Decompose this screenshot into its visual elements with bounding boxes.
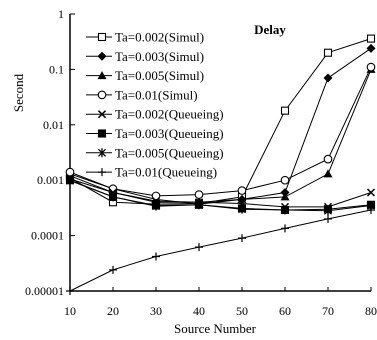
- data-point: [366, 43, 376, 53]
- legend: Ta=0.002(Simul) Ta=0.003(Simul) Ta=0.005(S…: [86, 30, 224, 180]
- legend-marker: [97, 51, 107, 61]
- plot-area: [65, 34, 376, 295]
- data-point: [281, 205, 289, 215]
- y-tick-label: 0.01: [43, 118, 64, 132]
- data-point: [324, 214, 332, 223]
- x-tick-label: 70: [322, 304, 334, 318]
- series-line: [69, 38, 372, 205]
- data-point: [66, 176, 74, 186]
- x-tick-label: 10: [64, 304, 76, 318]
- data-point: [238, 204, 246, 214]
- legend-label: Ta=0.01(Queueing): [115, 165, 217, 180]
- data-point: [281, 224, 289, 233]
- legend-entry: Ta=0.003(Simul): [86, 49, 204, 64]
- legend-entry: Ta=0.01(Queueing): [86, 165, 217, 180]
- data-point: [151, 191, 161, 201]
- chart-axes: [69, 14, 371, 292]
- legend-label: Ta=0.002(Simul): [115, 30, 204, 45]
- legend-marker: [97, 32, 107, 42]
- series-line: [69, 178, 372, 208]
- x-tick-label: 30: [150, 304, 162, 318]
- series-line: [69, 209, 372, 292]
- series-8: [66, 205, 375, 295]
- y-tick-label: 0.0001: [31, 229, 64, 243]
- y-tick-label: 0.1: [49, 62, 64, 76]
- legend-label: Ta=0.005(Queueing): [115, 145, 224, 160]
- data-point: [195, 200, 203, 210]
- series-line: [69, 66, 372, 197]
- data-point: [109, 265, 117, 274]
- legend-entry: Ta=0.005(Simul): [86, 68, 204, 83]
- data-point: [366, 34, 376, 43]
- data-point: [194, 190, 204, 199]
- legend-marker: [98, 148, 106, 158]
- series-4: [65, 62, 376, 201]
- legend-entry: Ta=0.002(Simul): [86, 30, 204, 45]
- legend-entry: Ta=0.002(Queueing): [86, 107, 224, 122]
- x-tick-label: 40: [193, 304, 205, 318]
- legend-marker: [97, 110, 107, 119]
- legend-marker: [98, 168, 106, 177]
- x-tick-label: 50: [236, 304, 248, 318]
- legend-label: Ta=0.003(Queueing): [115, 126, 224, 141]
- legend-marker: [97, 71, 107, 80]
- data-point: [66, 287, 74, 295]
- legend-entry: Ta=0.01(Simul): [86, 87, 198, 102]
- x-axis-label: Source Number: [174, 321, 257, 336]
- data-point: [323, 169, 333, 178]
- legend-entry: Ta=0.003(Queueing): [86, 126, 224, 141]
- y-tick-label: 1: [58, 7, 64, 21]
- data-point: [152, 252, 160, 261]
- data-point: [152, 201, 160, 211]
- legend-entry: Ta=0.005(Queueing): [86, 145, 224, 160]
- legend-label: Ta=0.01(Simul): [115, 87, 198, 102]
- data-point: [237, 186, 247, 195]
- data-point: [195, 243, 203, 252]
- data-point: [324, 206, 332, 216]
- data-point: [367, 205, 375, 214]
- x-tick-label: 20: [107, 304, 119, 318]
- data-point: [366, 188, 376, 197]
- y-tick-label: 0.00001: [25, 284, 64, 298]
- legend-label: Ta=0.005(Simul): [115, 68, 204, 83]
- legend-marker: [97, 129, 107, 138]
- legend-label: Ta=0.002(Queueing): [115, 107, 224, 122]
- legend-marker: [97, 90, 107, 100]
- data-point: [323, 154, 333, 164]
- data-point: [366, 62, 376, 72]
- x-tick-label: 80: [365, 304, 377, 318]
- data-point: [323, 73, 333, 83]
- y-axis-label: Second: [11, 73, 26, 112]
- data-point: [280, 192, 290, 201]
- series-line: [69, 69, 372, 205]
- data-point: [280, 175, 290, 185]
- x-tick-label: 60: [279, 304, 291, 318]
- data-point: [280, 106, 290, 115]
- data-point: [109, 192, 117, 202]
- series-7: [66, 176, 375, 216]
- data-point: [65, 167, 75, 177]
- y-tick-label: 0.001: [37, 173, 64, 187]
- legend-label: Ta=0.003(Simul): [115, 49, 204, 64]
- series-line: [69, 180, 372, 212]
- data-point: [238, 234, 246, 243]
- data-point: [323, 48, 333, 57]
- chart-title: Delay: [254, 22, 286, 37]
